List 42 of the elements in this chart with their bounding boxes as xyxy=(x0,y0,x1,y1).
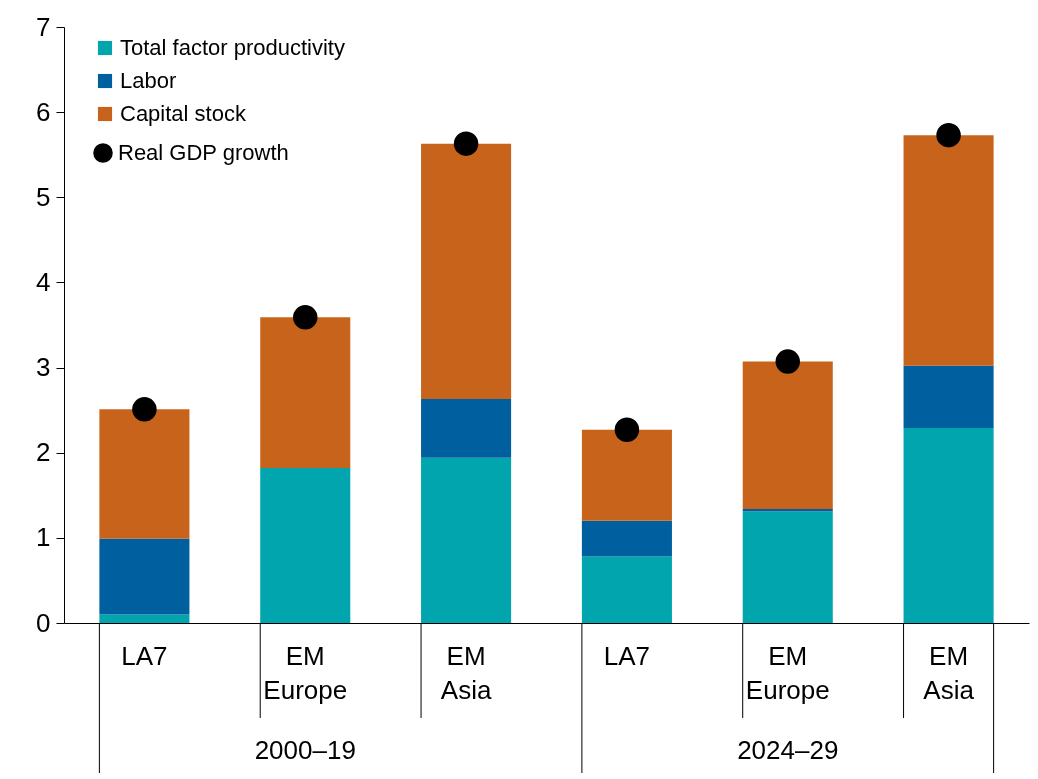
legend-label: Real GDP growth xyxy=(118,140,289,165)
bar xyxy=(581,556,672,623)
bar xyxy=(581,520,672,557)
bar xyxy=(581,429,672,521)
y-tick-label: 2 xyxy=(36,437,51,468)
bar xyxy=(260,317,351,469)
y-tick-label: 0 xyxy=(36,607,51,638)
point xyxy=(936,122,961,148)
y-tick-label: 6 xyxy=(36,96,51,127)
bar xyxy=(421,143,512,400)
x-tick-label: EM Europe xyxy=(745,640,830,705)
bar xyxy=(421,399,512,458)
legend-label: Total factor productivity xyxy=(120,35,345,60)
bar xyxy=(742,511,833,623)
x-tick-label: LA7 xyxy=(121,640,168,671)
point xyxy=(453,131,479,156)
y-tick-label: 7 xyxy=(36,11,51,42)
bar xyxy=(99,538,190,615)
bar xyxy=(903,135,994,366)
bar xyxy=(421,457,512,623)
x-tick-label: EM Europe xyxy=(263,640,348,705)
bar xyxy=(99,409,190,539)
bar xyxy=(903,428,994,623)
bar xyxy=(742,361,833,509)
legend-label: Capital stock xyxy=(120,101,247,126)
text: 2000–19 xyxy=(254,735,356,765)
y-tick-label: 3 xyxy=(36,352,51,383)
bar xyxy=(903,365,994,429)
bar xyxy=(260,468,351,623)
y-tick-label: 4 xyxy=(36,266,51,297)
text: 2024–29 xyxy=(737,735,839,765)
x-tick-label: LA7 xyxy=(603,640,651,671)
point xyxy=(775,349,800,374)
y-tick-label: 5 xyxy=(36,181,51,212)
y-tick-label: 1 xyxy=(36,522,51,553)
bar xyxy=(99,614,190,623)
point xyxy=(614,417,640,442)
x-tick-label: EM Asia xyxy=(923,640,975,705)
legend-label: Labor xyxy=(120,68,177,93)
x-tick-label: EM Asia xyxy=(440,640,492,705)
point xyxy=(293,305,318,330)
point xyxy=(132,397,157,422)
